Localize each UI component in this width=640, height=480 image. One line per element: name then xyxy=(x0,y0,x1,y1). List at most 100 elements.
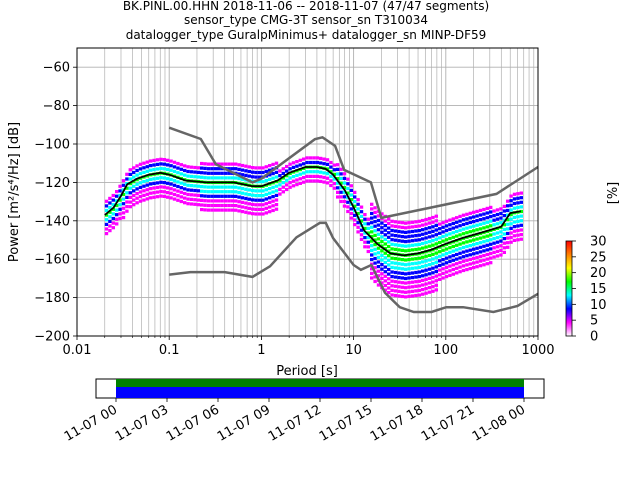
histogram-cell xyxy=(438,236,442,240)
histogram-cell xyxy=(397,271,401,275)
histogram-cell xyxy=(502,232,506,236)
histogram-cell xyxy=(458,265,462,269)
histogram-cell xyxy=(427,272,432,276)
histogram-cell xyxy=(359,237,364,241)
histogram-cell xyxy=(512,229,517,233)
histogram-cell xyxy=(240,191,245,195)
histogram-cell xyxy=(417,293,421,297)
histogram-cell xyxy=(485,225,489,229)
timeline-tick-label: 11-07 09 xyxy=(215,402,273,444)
colorbar-tick-label: 20 xyxy=(590,266,607,281)
histogram-cell xyxy=(339,172,343,176)
histogram-cell xyxy=(376,255,381,259)
histogram-cell xyxy=(128,177,132,181)
histogram-cell xyxy=(268,205,272,209)
histogram-cell xyxy=(196,189,200,193)
histogram-cell xyxy=(111,193,115,198)
histogram-cell xyxy=(482,254,486,258)
histogram-cell xyxy=(390,279,394,283)
histogram-cell xyxy=(186,183,190,187)
histogram-cell xyxy=(247,197,251,201)
histogram-cell xyxy=(257,207,262,211)
histogram-cell xyxy=(387,244,391,249)
histogram-cell xyxy=(128,186,132,190)
histogram-cell xyxy=(373,229,377,233)
psd-plot: 0.01 0.1 1 10 100 1000 −60 −80 −100 −120 −140 −160… xyxy=(34,47,555,358)
histogram-cell xyxy=(431,271,435,275)
histogram-cell xyxy=(448,264,452,268)
y-tick-label: −100 xyxy=(34,138,70,153)
histogram-cell xyxy=(380,244,384,248)
histogram-cell xyxy=(410,280,415,284)
histogram-cell xyxy=(346,177,350,181)
histogram-cell xyxy=(132,198,136,202)
histogram-cell xyxy=(421,228,425,232)
histogram-cell xyxy=(125,200,129,204)
histogram-cell xyxy=(128,168,132,172)
histogram-cell xyxy=(237,195,241,199)
histogram-cell xyxy=(434,223,438,227)
histogram-cell xyxy=(380,258,384,262)
histogram-cell xyxy=(512,206,517,210)
histogram-cell xyxy=(455,257,459,261)
histogram-cell xyxy=(451,267,455,272)
histogram-cell xyxy=(376,269,381,273)
histogram-cell xyxy=(465,268,469,272)
histogram-cell xyxy=(145,183,149,187)
histogram-cell xyxy=(376,251,381,255)
histogram-cell xyxy=(125,205,129,209)
histogram-cell xyxy=(305,156,309,160)
histogram-cell xyxy=(516,205,520,210)
histogram-cell xyxy=(325,172,330,176)
histogram-cell xyxy=(329,183,333,188)
histogram-cell xyxy=(438,259,442,263)
histogram-cell xyxy=(458,256,462,260)
histogram-cell xyxy=(302,171,306,175)
histogram-cell xyxy=(410,266,415,270)
histogram-cell xyxy=(210,190,214,194)
histogram-cell xyxy=(179,163,183,167)
histogram-cell xyxy=(203,176,207,180)
histogram-cell xyxy=(111,212,115,216)
histogram-cell xyxy=(495,231,500,235)
histogram-cell xyxy=(400,262,404,266)
histogram-cell xyxy=(393,247,398,251)
histogram-cell xyxy=(448,259,452,264)
histogram-cell xyxy=(478,218,483,222)
histogram-cell xyxy=(404,258,408,262)
title-line-1: BK.PINL.00.HHN 2018-11-06 -- 2018-11-07 … xyxy=(123,0,489,13)
colorbar-tick-label: 0 xyxy=(590,330,598,345)
histogram-cell xyxy=(285,164,289,169)
histogram-cell xyxy=(363,213,367,217)
histogram-cell xyxy=(431,215,435,220)
histogram-cell xyxy=(366,249,370,254)
histogram-cell xyxy=(342,199,347,204)
histogram-cell xyxy=(315,160,319,165)
histogram-cell xyxy=(251,193,255,197)
histogram-cell xyxy=(485,234,489,238)
histogram-cell xyxy=(390,242,394,246)
histogram-cell xyxy=(414,293,418,298)
histogram-cell xyxy=(393,234,398,238)
histogram-cell xyxy=(115,199,119,203)
histogram-cell xyxy=(159,185,163,189)
histogram-cell xyxy=(400,281,404,285)
histogram-cell xyxy=(356,225,360,229)
histogram-cell xyxy=(176,166,180,170)
histogram-cell xyxy=(387,258,391,262)
histogram-cell xyxy=(206,190,211,194)
timeline-used-bar xyxy=(116,387,524,398)
histogram-cell xyxy=(468,262,472,266)
histogram-cell xyxy=(183,173,187,177)
histogram-cell xyxy=(468,239,472,243)
histogram-cell xyxy=(407,267,411,271)
histogram-cell xyxy=(268,173,272,177)
histogram-cell xyxy=(380,230,384,234)
histogram-cell xyxy=(223,162,228,166)
histogram-cell xyxy=(247,188,251,192)
histogram-cell xyxy=(359,228,364,232)
histogram-cell xyxy=(220,176,224,180)
histogram-cell xyxy=(319,156,323,160)
histogram-cell xyxy=(380,212,384,216)
histogram-cell xyxy=(421,278,425,282)
